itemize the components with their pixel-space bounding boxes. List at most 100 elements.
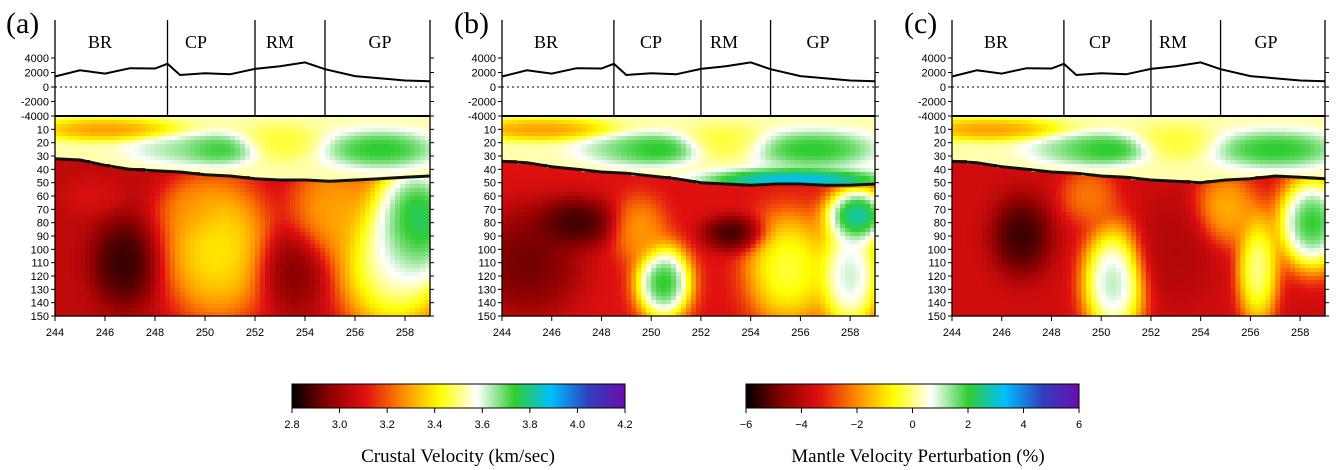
heatmap-cell xyxy=(180,284,186,289)
heatmap-cell xyxy=(210,296,216,301)
heatmap-cell xyxy=(360,152,366,157)
heatmap-cell xyxy=(521,240,528,245)
heatmap-cell xyxy=(410,216,416,221)
heatmap-cell xyxy=(115,180,121,185)
heatmap-cell xyxy=(225,208,231,213)
heatmap-cell xyxy=(340,232,346,237)
heatmap-cell xyxy=(160,292,166,297)
heatmap-cell xyxy=(330,256,336,261)
heatmap-cell xyxy=(380,232,386,237)
heatmap-cell xyxy=(100,280,106,285)
heatmap-cell xyxy=(335,144,341,149)
heatmap-cell xyxy=(130,220,136,225)
heatmap-cell xyxy=(195,252,201,257)
heatmap-cell xyxy=(210,280,216,285)
heatmap-cell xyxy=(260,152,266,157)
heatmap-cell xyxy=(571,260,578,265)
heatmap-cell xyxy=(295,116,301,121)
heatmap-cell xyxy=(360,132,366,137)
heatmap-cell xyxy=(250,272,256,277)
heatmap-cell xyxy=(425,144,431,149)
heatmap-cell xyxy=(300,208,306,213)
heatmap-cell xyxy=(506,172,513,177)
heatmap-cell xyxy=(105,176,111,181)
heatmap-cell xyxy=(70,196,76,201)
heatmap-cell xyxy=(195,164,201,169)
heatmap-cell xyxy=(135,272,141,277)
heatmap-cell xyxy=(245,204,251,209)
heatmap-cell xyxy=(521,188,528,193)
heatmap-cell xyxy=(576,292,583,297)
heatmap-cell xyxy=(601,264,608,269)
heatmap-cell xyxy=(80,232,86,237)
heatmap-cell xyxy=(95,280,101,285)
heatmap-cell xyxy=(55,184,61,189)
heatmap-cell xyxy=(240,284,246,289)
heatmap-cell xyxy=(340,120,346,125)
heatmap-cell xyxy=(205,148,211,153)
heatmap-cell xyxy=(566,248,573,253)
heatmap-cell xyxy=(285,300,291,305)
heatmap-cell xyxy=(526,304,533,309)
heatmap-cell xyxy=(315,304,321,309)
heatmap-cell xyxy=(395,140,401,145)
heatmap-cell xyxy=(566,260,573,265)
heatmap-cell xyxy=(581,140,588,145)
heatmap-cell xyxy=(425,184,431,189)
heatmap-cell xyxy=(270,156,276,161)
heatmap-cell xyxy=(502,136,508,141)
heatmap-cell xyxy=(385,312,391,317)
heatmap-cell xyxy=(280,160,286,165)
heatmap-cell xyxy=(415,272,421,277)
heatmap-cell xyxy=(275,312,281,317)
heatmap-cell xyxy=(506,164,513,169)
heatmap-cell xyxy=(566,136,573,141)
heatmap-cell xyxy=(410,232,416,237)
heatmap-cell xyxy=(375,236,381,241)
heatmap-cell xyxy=(420,256,426,261)
heatmap-cell xyxy=(405,244,411,249)
heatmap-cell xyxy=(541,208,548,213)
heatmap-cell xyxy=(200,200,206,205)
heatmap-cell xyxy=(205,244,211,249)
heatmap-cell xyxy=(255,208,261,213)
heatmap-cell xyxy=(170,180,176,185)
heatmap-cell xyxy=(320,116,326,121)
heatmap-cell xyxy=(611,208,617,213)
heatmap-cell xyxy=(340,176,346,181)
depth-tick-label: 40 xyxy=(37,164,49,176)
heatmap-cell xyxy=(295,176,301,181)
heatmap-cell xyxy=(606,212,613,217)
heatmap-cell xyxy=(145,156,151,161)
heatmap-cell xyxy=(516,176,523,181)
heatmap-cell xyxy=(335,196,341,201)
heatmap-cell xyxy=(275,148,281,153)
heatmap-cell xyxy=(135,160,141,165)
heatmap-cell xyxy=(65,140,71,145)
heatmap-cell xyxy=(546,204,553,209)
heatmap-cell xyxy=(586,188,593,193)
heatmap-cell xyxy=(375,188,381,193)
heatmap-cell xyxy=(596,236,603,241)
heatmap-cell xyxy=(325,208,331,213)
heatmap-cell xyxy=(596,204,603,209)
heatmap-cell xyxy=(502,236,508,241)
heatmap-cell xyxy=(210,188,216,193)
heatmap-cell xyxy=(145,268,151,273)
heatmap-cell xyxy=(130,304,136,309)
heatmap-cell xyxy=(135,228,141,233)
heatmap-cell xyxy=(390,300,396,305)
heatmap-cell xyxy=(205,176,211,181)
heatmap-cell xyxy=(310,280,316,285)
heatmap-cell xyxy=(285,236,291,241)
heatmap-cell xyxy=(95,164,101,169)
heatmap-cell xyxy=(375,120,381,125)
heatmap-cell xyxy=(360,192,366,197)
heatmap-cell xyxy=(380,196,386,201)
heatmap-cell xyxy=(265,272,271,277)
heatmap-cell xyxy=(385,232,391,237)
heatmap-cell xyxy=(606,168,613,173)
heatmap-cell xyxy=(345,264,351,269)
heatmap-cell xyxy=(150,140,156,145)
heatmap-cell xyxy=(110,184,116,189)
